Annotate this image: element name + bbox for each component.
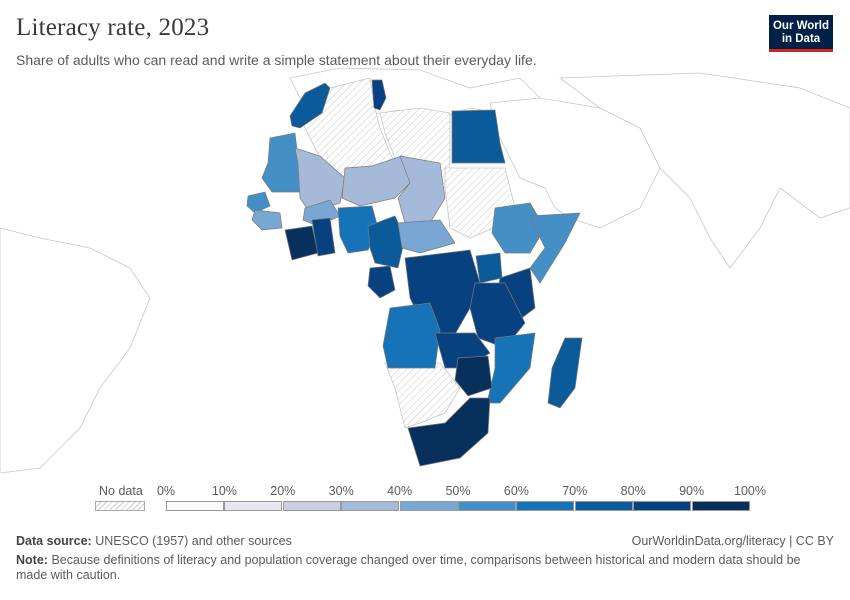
madagascar-region[interactable]: Madagascar: 77% [547, 337, 583, 409]
logo-line-1: Our World [772, 20, 829, 32]
ghana-region[interactable]: Ghana: 80% [311, 217, 336, 257]
chart-title: Literacy rate, 2023 [16, 14, 210, 41]
legend-bin-6[interactable] [516, 501, 575, 511]
somalia-region[interactable]: Somalia: 55% [529, 212, 581, 284]
legend-tick-10: 100% [734, 484, 766, 498]
chad-region[interactable]: Chad: 30% [397, 155, 446, 224]
data-source: Data source: UNESCO (1957) and other sou… [16, 534, 292, 548]
cameroon-region[interactable]: Cameroon: 78% [367, 215, 406, 269]
legend-tick-0: 0% [156, 484, 176, 498]
ethiopia-region[interactable]: Ethiopia: 52% [491, 202, 546, 254]
legend-bin-9[interactable] [691, 501, 750, 511]
ivory-coast-region[interactable]: Ivory Coast: 90% [284, 225, 319, 261]
central-african-republic-region[interactable]: Central African Republic: 40% [397, 219, 456, 254]
niger-region[interactable]: Niger: 35% [341, 155, 411, 207]
legend-bin-1[interactable] [224, 501, 283, 511]
legend-bin-8[interactable] [633, 501, 692, 511]
note-text: Because definitions of literacy and popu… [16, 553, 801, 582]
chart-note: Note: Because definitions of literacy an… [16, 553, 816, 583]
angola-region[interactable]: Angola: 68% [382, 302, 441, 369]
legend-tick-7: 70% [562, 484, 588, 498]
uganda-region[interactable]: Uganda: 78% [475, 252, 503, 284]
mozambique-region[interactable]: Mozambique: 63% [486, 332, 536, 404]
guinea-region[interactable]: Guinea: 40% [251, 209, 283, 231]
mauritania-region[interactable]: Mauritania: 53% [261, 132, 301, 193]
legend-tick-2: 20% [270, 484, 296, 498]
legend-tick-5: 50% [445, 484, 471, 498]
note-label: Note: [16, 553, 48, 567]
legend-bin-5[interactable] [458, 501, 516, 511]
namibia-botswana-region [384, 362, 461, 429]
asia-outline [558, 72, 850, 269]
legend-bin-0[interactable] [166, 501, 224, 511]
legend-bin-2[interactable] [282, 501, 341, 511]
legend-tick-4: 40% [387, 484, 413, 498]
americas-outline [0, 227, 151, 473]
no-data-swatch[interactable] [95, 501, 145, 511]
data-source-text: UNESCO (1957) and other sources [95, 534, 292, 548]
egypt-region[interactable]: Egypt: 75% [451, 109, 506, 164]
gabon-region[interactable]: Gabon: 85% [367, 265, 396, 299]
no-data-label: No data [99, 484, 143, 498]
nigeria-region[interactable]: Nigeria: 62% [337, 205, 379, 254]
legend-tick-6: 60% [503, 484, 529, 498]
map-legend: No data 0% 10% 20% 30% 40% 50% 60% 70% 80% 90% 100… [0, 478, 850, 518]
legend-tick-3: 30% [328, 484, 354, 498]
legend-bin-3[interactable] [341, 501, 400, 511]
legend-tick-8: 80% [620, 484, 646, 498]
legend-bin-4[interactable] [399, 501, 458, 511]
source-link[interactable]: OurWorldinData.org/literacy | CC BY [631, 534, 834, 548]
legend-tick-9: 90% [679, 484, 705, 498]
zimbabwe-region[interactable]: Zimbabwe: 93% [454, 355, 493, 397]
morocco-region[interactable]: Morocco: 76% [289, 82, 331, 129]
legend-tick-1: 10% [211, 484, 237, 498]
senegal-region[interactable]: Senegal: 57% [246, 191, 271, 214]
chart-subtitle: Share of adults who can read and write a… [16, 52, 537, 68]
owid-logo[interactable]: Our World in Data [769, 15, 833, 52]
data-source-label: Data source: [16, 534, 92, 548]
tunisia-region[interactable]: Tunisia: 83% [371, 79, 387, 111]
legend-bin-7[interactable] [574, 501, 633, 511]
south-africa-region[interactable]: South Africa: 90% [407, 397, 491, 467]
choropleth-map: Morocco: 76% Tunisia: 83% Egypt: 75% Maurit… [0, 68, 850, 473]
logo-line-2: in Data [781, 33, 821, 45]
